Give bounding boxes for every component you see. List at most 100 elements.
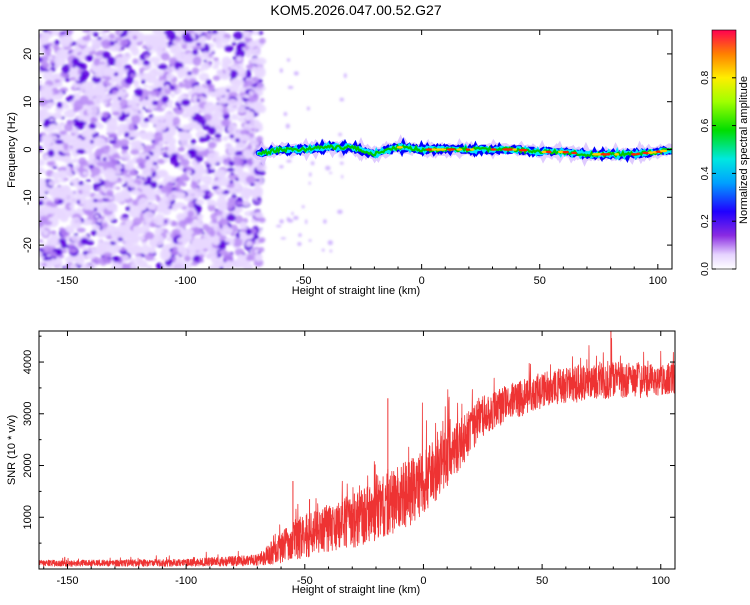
noise-blob: [129, 231, 137, 236]
noise-blob: [100, 204, 109, 209]
noise-blob: [230, 113, 239, 121]
noise-blob: [194, 45, 203, 50]
noise-blob: [177, 128, 183, 132]
noise-blob: [156, 262, 162, 269]
noise-blob: [87, 184, 92, 189]
noise-blob: [228, 173, 238, 180]
noise-blob: [196, 214, 204, 218]
noise-blob: [218, 202, 228, 212]
noise-blob: [76, 122, 85, 130]
noise-blob: [55, 210, 60, 216]
noise-blob: [170, 125, 176, 130]
noise-blob: [237, 105, 247, 114]
noise-blob: [47, 213, 53, 218]
noise-blob: [168, 105, 174, 109]
noise-blob: [248, 90, 254, 96]
track-peak: [541, 150, 548, 154]
noise-blob: [196, 238, 209, 250]
noise-blob: [222, 136, 229, 142]
noise-blob: [192, 49, 199, 56]
colorbar-gradient: [712, 30, 736, 269]
noise-blob: [47, 149, 55, 157]
colorbar-label: Normalized spectral amplitude: [738, 76, 750, 224]
noise-blob: [176, 213, 186, 221]
noise-blob: [63, 189, 75, 201]
noise-blob: [147, 265, 153, 269]
noise-blob: [237, 116, 246, 123]
noise-blob: [203, 31, 209, 36]
noise-blob: [48, 55, 53, 61]
noise-blob: [60, 123, 65, 127]
noise-blob: [164, 220, 168, 223]
noise-blob: [111, 77, 117, 83]
sparse-blob: [293, 71, 299, 76]
noise-blob: [66, 139, 76, 145]
colorbar-tick-label: 0.8: [700, 70, 711, 84]
noise-blob: [80, 237, 89, 245]
noise-blob: [205, 226, 214, 235]
sparse-blob: [329, 171, 333, 174]
noise-blob: [145, 232, 155, 240]
noise-blob: [129, 208, 142, 219]
noise-blob: [82, 203, 91, 210]
sparse-blob: [341, 174, 344, 179]
sparse-blob: [325, 165, 331, 171]
noise-blob: [143, 179, 147, 182]
sparse-blob: [321, 248, 325, 252]
noise-blob: [233, 31, 244, 40]
noise-blob: [160, 151, 166, 155]
noise-blob: [86, 144, 96, 149]
noise-blob: [91, 248, 101, 256]
snr-axes: -150 -100 -50 0 50 100 1000 2000 3000 4000: [22, 331, 675, 587]
noise-blob: [195, 199, 205, 206]
noise-blob: [75, 164, 80, 169]
noise-blob: [48, 69, 53, 75]
noise-blob: [226, 167, 235, 172]
noise-blob: [51, 94, 63, 101]
noise-blob: [130, 189, 140, 195]
sparse-blob: [287, 85, 294, 89]
noise-blob: [174, 258, 187, 269]
noise-blob: [130, 149, 140, 155]
noise-blob: [235, 201, 244, 206]
sparse-blob: [327, 240, 333, 246]
noise-blob: [142, 60, 151, 66]
snr-ylabel: SNR (10 * v/v): [6, 415, 18, 485]
noise-blob: [82, 171, 88, 176]
noise-blob: [128, 209, 133, 214]
noise-blob: [90, 166, 101, 176]
noise-blob: [244, 30, 253, 38]
noise-blob: [179, 247, 189, 257]
noise-blob: [181, 99, 191, 107]
noise-blob: [169, 85, 176, 90]
noise-blob: [122, 184, 128, 188]
noise-blob: [41, 55, 49, 62]
noise-blob: [182, 228, 194, 236]
noise-blob: [208, 141, 217, 149]
noise-blob: [51, 62, 55, 67]
noise-blob: [96, 187, 102, 191]
track-peak: [648, 151, 654, 154]
noise-blob: [256, 196, 262, 201]
noise-blob: [235, 260, 247, 268]
noise-blob: [121, 266, 131, 269]
noise-blob: [54, 79, 61, 83]
noise-blob: [127, 30, 140, 38]
noise-blob: [101, 222, 108, 229]
noise-blob: [237, 42, 247, 48]
noise-blob: [129, 257, 135, 263]
noise-blob: [212, 75, 221, 81]
noise-blob: [152, 161, 158, 166]
noise-blob: [73, 47, 82, 53]
colorbar-tick-label: 0.6: [700, 118, 711, 132]
noise-blob: [176, 51, 188, 63]
noise-blob: [160, 52, 170, 61]
noise-blob: [180, 158, 190, 167]
noise-blob: [152, 44, 164, 53]
noise-blob: [49, 135, 58, 140]
noise-blob: [96, 161, 106, 167]
noise-blob: [154, 144, 163, 151]
snr-series-line: [39, 338, 675, 567]
noise-blob: [111, 116, 117, 123]
noise-blob: [244, 115, 251, 121]
